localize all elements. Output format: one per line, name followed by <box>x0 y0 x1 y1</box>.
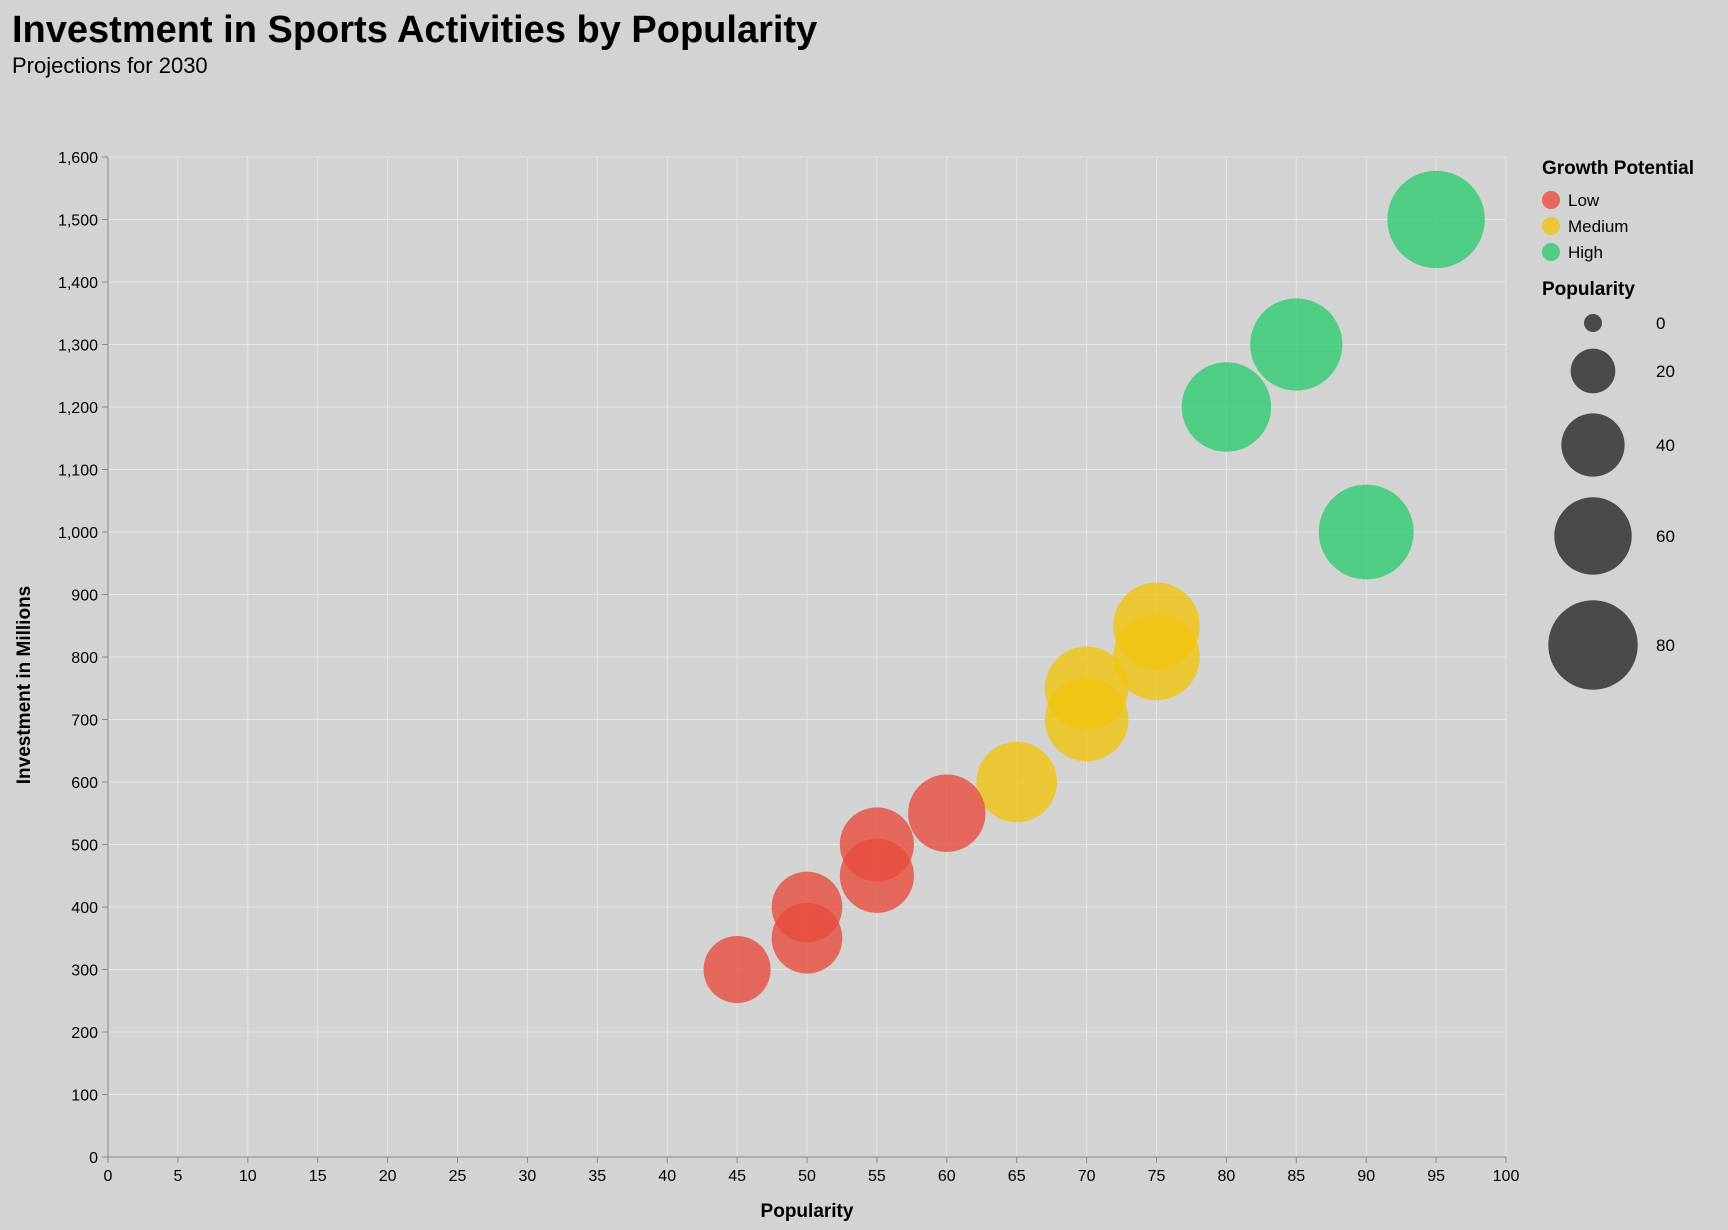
y-tick-label: 100 <box>71 1088 98 1105</box>
bubble-high <box>1250 298 1343 391</box>
size-legend-label: 20 <box>1656 362 1675 381</box>
x-tick-label: 100 <box>1493 1168 1520 1185</box>
y-tick-label: 700 <box>71 713 98 730</box>
color-legend-swatch <box>1542 217 1560 235</box>
bubble-low <box>703 935 771 1004</box>
legend: Growth Potential Low Medium High Popularit… <box>1542 158 1694 690</box>
x-tick-label: 95 <box>1427 1168 1445 1185</box>
y-tick-label: 400 <box>71 900 98 917</box>
x-tick-label: 85 <box>1287 1168 1305 1185</box>
y-tick-label: 1,600 <box>58 150 98 167</box>
size-legend: 0 20 40 60 80 <box>1548 314 1675 690</box>
size-legend-circle <box>1548 600 1638 690</box>
y-tick-label: 1,100 <box>58 463 98 480</box>
y-tick-label: 800 <box>71 650 98 667</box>
size-legend-circle <box>1584 314 1602 332</box>
size-legend-label: 0 <box>1656 314 1665 333</box>
y-tick-label: 1,400 <box>58 275 98 292</box>
size-legend-circle <box>1554 497 1632 575</box>
x-tick-label: 75 <box>1148 1168 1166 1185</box>
bubble-medium <box>1113 613 1200 701</box>
y-tick-label: 900 <box>71 588 98 605</box>
y-tick-label: 1,300 <box>58 338 98 355</box>
x-tick-label: 65 <box>1008 1168 1026 1185</box>
y-tick-label: 1,200 <box>58 400 98 417</box>
y-tick-label: 0 <box>89 1150 98 1167</box>
axes: 0 5 10 15 20 25 30 35 40 45 50 55 60 65 70 75 80 85 90 95 10… <box>58 150 1519 1185</box>
color-legend-title: Growth Potential <box>1542 158 1694 179</box>
y-tick-label: 500 <box>71 838 98 855</box>
chart-title: Investment in Sports Activities by Popul… <box>12 9 817 51</box>
x-tick-label: 15 <box>309 1168 327 1185</box>
x-tick-label: 45 <box>728 1168 746 1185</box>
color-legend-label: Medium <box>1568 217 1628 236</box>
chart-subtitle: Projections for 2030 <box>12 53 208 78</box>
bubble-low <box>908 774 986 852</box>
size-legend-title: Popularity <box>1542 279 1635 300</box>
color-legend: Low Medium High <box>1542 191 1628 262</box>
bubble-medium <box>1044 677 1129 762</box>
bubbles <box>703 170 1485 1004</box>
x-tick-label: 70 <box>1078 1168 1096 1185</box>
x-tick-label: 25 <box>449 1168 467 1185</box>
x-tick-label: 0 <box>104 1168 113 1185</box>
x-tick-label: 30 <box>519 1168 537 1185</box>
bubble-medium <box>976 741 1058 823</box>
color-legend-swatch <box>1542 243 1560 261</box>
bubble-high <box>1318 484 1414 580</box>
x-tick-label: 40 <box>658 1168 676 1185</box>
y-tick-label: 1,500 <box>58 213 98 230</box>
y-tick-label: 300 <box>71 963 98 980</box>
y-tick-label: 600 <box>71 775 98 792</box>
x-tick-label: 10 <box>239 1168 257 1185</box>
bubble-high <box>1181 362 1272 452</box>
size-legend-label: 80 <box>1656 636 1675 655</box>
bubble-high <box>1387 170 1485 269</box>
color-legend-label: High <box>1568 243 1603 262</box>
x-tick-label: 5 <box>173 1168 182 1185</box>
x-tick-label: 90 <box>1357 1168 1375 1185</box>
color-legend-label: Low <box>1568 191 1600 210</box>
x-axis-title: Popularity <box>761 1201 854 1222</box>
size-legend-label: 40 <box>1656 436 1675 455</box>
bubble-low <box>771 902 843 974</box>
x-tick-label: 35 <box>588 1168 606 1185</box>
y-axis-title: Investment in Millions <box>14 586 35 784</box>
size-legend-circle <box>1561 413 1625 477</box>
x-tick-label: 60 <box>938 1168 956 1185</box>
bubble-low <box>839 838 914 913</box>
y-tick-label: 1,000 <box>58 525 98 542</box>
color-legend-swatch <box>1542 191 1560 209</box>
x-tick-label: 55 <box>868 1168 886 1185</box>
size-legend-label: 60 <box>1656 527 1675 546</box>
x-tick-label: 20 <box>379 1168 397 1185</box>
size-legend-circle <box>1570 348 1616 394</box>
x-tick-label: 80 <box>1218 1168 1236 1185</box>
x-tick-label: 50 <box>798 1168 816 1185</box>
y-tick-label: 200 <box>71 1025 98 1042</box>
